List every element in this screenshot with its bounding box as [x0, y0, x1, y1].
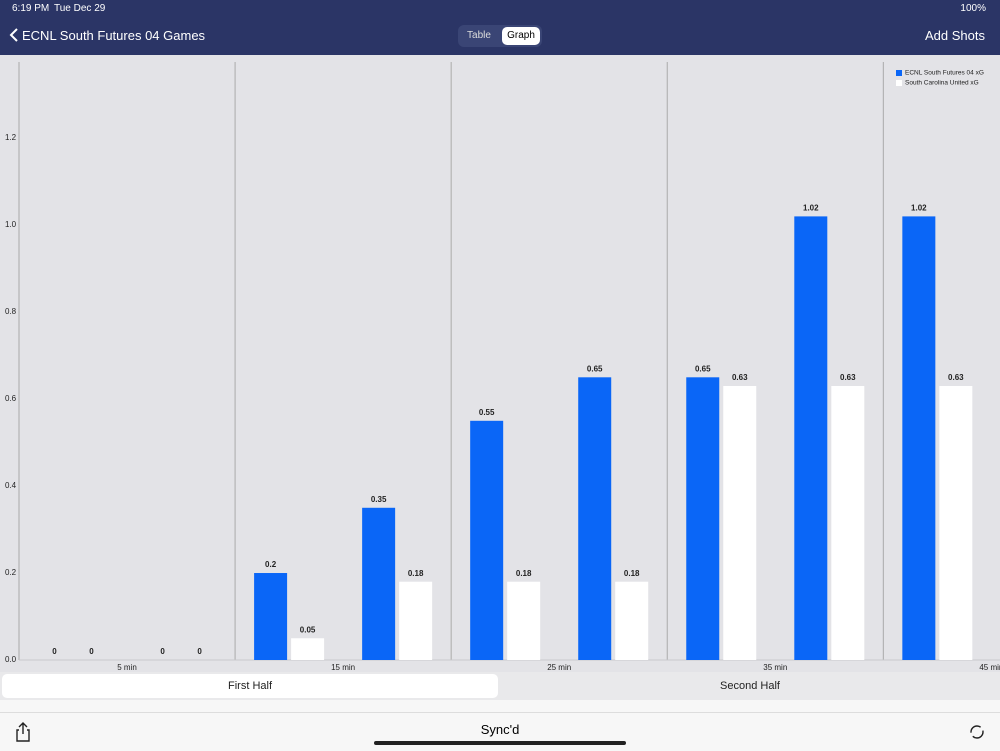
x-tick-label: 5 min: [117, 663, 137, 672]
bar: [831, 386, 865, 660]
back-icon: [9, 28, 18, 42]
y-tick-label: 1.0: [5, 220, 17, 229]
home-indicator: [374, 741, 626, 745]
bar: [578, 377, 612, 660]
sync-status: Sync'd: [480, 722, 520, 737]
value-label: 1.02: [803, 204, 819, 213]
value-label: 0.63: [948, 373, 964, 382]
x-tick-label: 45 min: [979, 663, 1000, 672]
bar: [470, 420, 504, 660]
back-button[interactable]: ECNL South Futures 04 Games: [8, 27, 205, 43]
value-label: 0.55: [479, 408, 495, 417]
bar: [902, 216, 936, 660]
bar: [723, 386, 757, 660]
value-label: 0.18: [408, 569, 424, 578]
value-label: 0.65: [587, 364, 603, 373]
value-label: 0.35: [371, 495, 387, 504]
value-label: 1.02: [911, 204, 927, 213]
bar: [291, 638, 325, 660]
value-label: 0.63: [840, 373, 856, 382]
share-icon[interactable]: [14, 721, 32, 743]
y-tick-label: 0.0: [5, 655, 17, 664]
battery: 100%: [960, 3, 986, 14]
bar: [615, 581, 649, 660]
add-shots[interactable]: Add Shots: [925, 28, 985, 43]
back-label: ECNL South Futures 04 Games: [22, 27, 206, 43]
y-tick-label: 0.8: [5, 307, 17, 316]
legend-swatch: [896, 70, 902, 76]
segment[interactable]: Table: [467, 30, 491, 41]
toolbar: Sync'd: [0, 712, 1000, 751]
segment-selected[interactable]: Graph: [502, 27, 540, 45]
bar: [362, 507, 396, 660]
tab-selected[interactable]: First Half: [2, 674, 498, 698]
value-label: 0.63: [732, 373, 748, 382]
legend-label: ECNL South Futures 04 xG: [905, 70, 984, 77]
time: 6:19 PM: [12, 3, 50, 14]
y-tick-label: 0.4: [5, 481, 17, 490]
bar: [399, 581, 433, 660]
legend-swatch: [896, 80, 902, 86]
x-tick-label: 35 min: [763, 663, 787, 672]
bar: [254, 573, 288, 660]
chart: 0.0 0.2 0.4 0.6 0.8 1.0 1.2 5 min 15 min 25 min 35…: [0, 55, 1000, 672]
y-tick-label: 1.2: [5, 133, 17, 142]
bar: [794, 216, 828, 660]
date: Tue Dec 29: [54, 3, 106, 14]
value-label: 0.65: [695, 364, 711, 373]
y-tick-label: 0.6: [5, 394, 17, 403]
value-label: 0.05: [300, 625, 316, 634]
value-label: 0: [89, 647, 94, 656]
x-tick-label: 15 min: [331, 663, 355, 672]
header: 6:19 PM Tue Dec 29 100% ECNL South Futur…: [0, 0, 1000, 55]
x-tick-label: 25 min: [547, 663, 571, 672]
legend-label: South Carolina United xG: [905, 80, 979, 87]
value-label: 0.2: [265, 560, 277, 569]
value-label: 0: [52, 647, 57, 656]
half-tabs: First Half Second Half: [0, 672, 1000, 700]
value-label: 0: [197, 647, 202, 656]
bar: [939, 386, 973, 660]
segmented-control: Table Graph: [458, 25, 542, 47]
bar: [686, 377, 720, 660]
value-label: 0.18: [624, 569, 640, 578]
value-label: 0: [160, 647, 165, 656]
tab[interactable]: Second Half: [720, 680, 780, 692]
sync-icon[interactable]: [968, 723, 986, 741]
bar: [507, 581, 541, 660]
y-tick-label: 0.2: [5, 568, 17, 577]
value-label: 0.18: [516, 569, 532, 578]
